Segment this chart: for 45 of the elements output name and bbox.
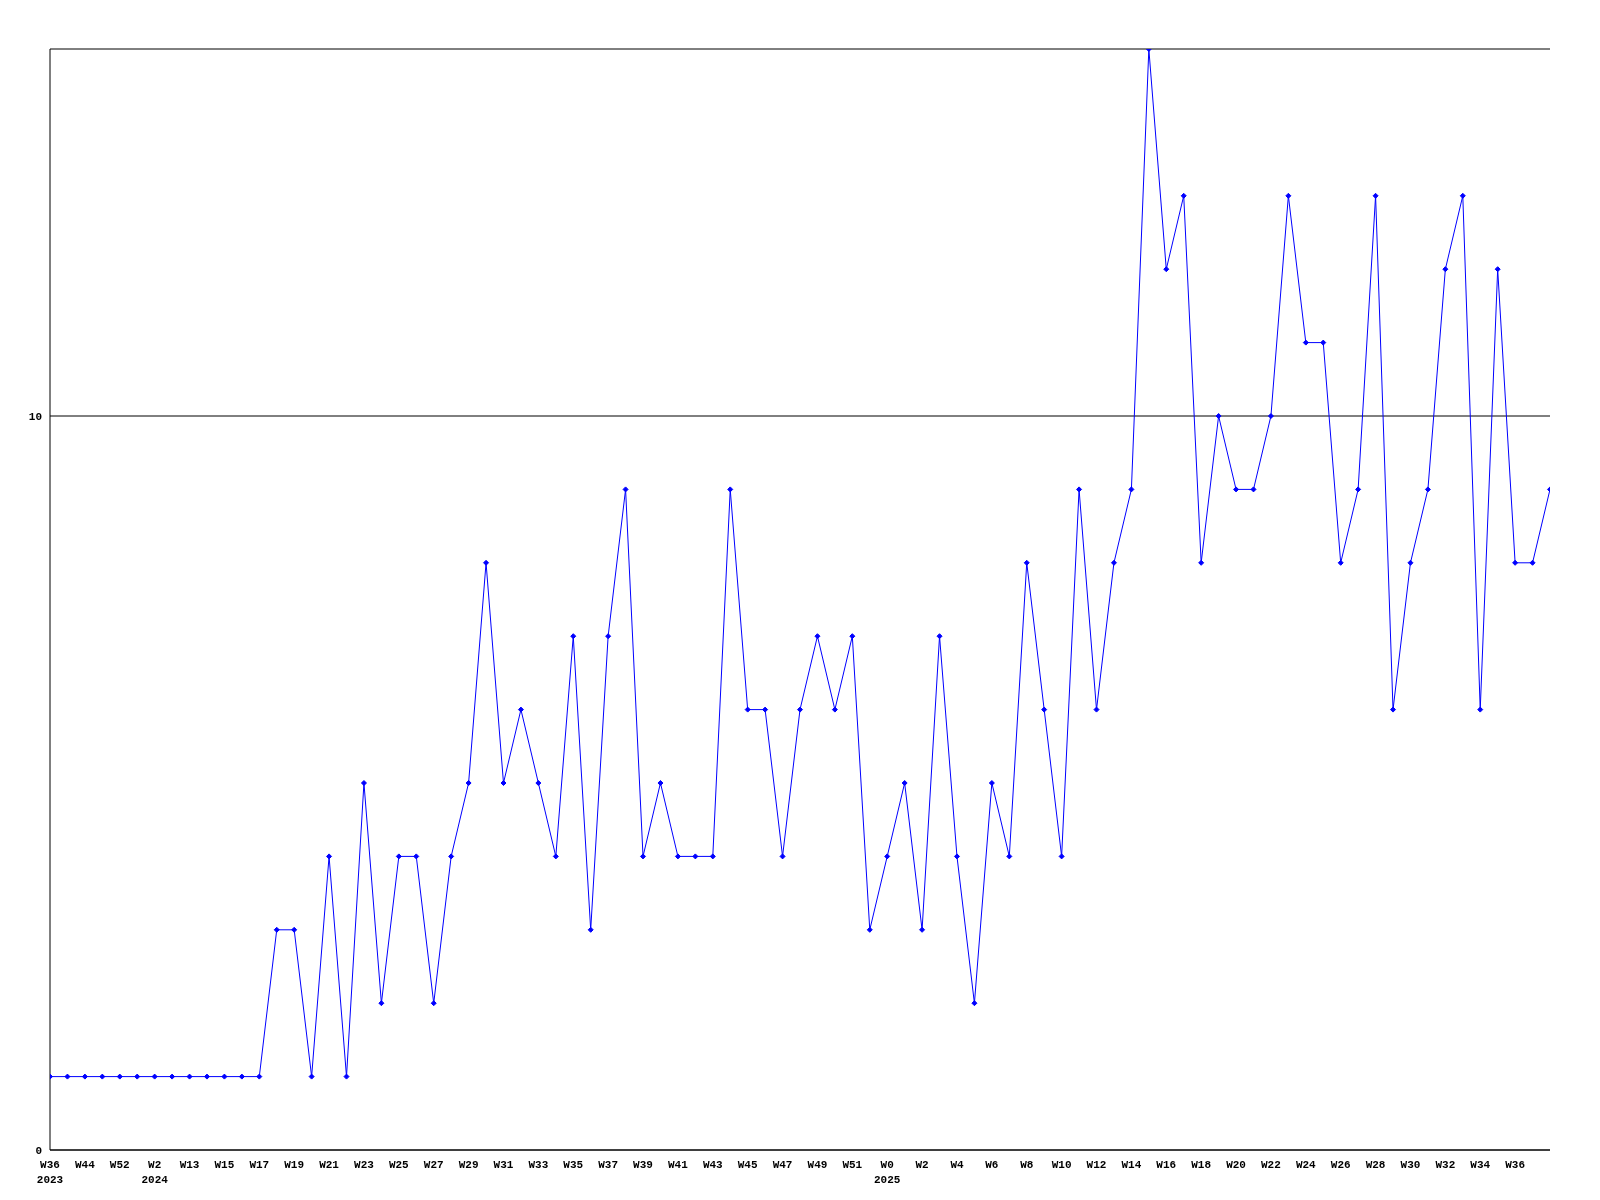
x-tick-label: W6: [985, 1159, 999, 1171]
x-tick-label: W52: [109, 1159, 130, 1171]
x-tick-label: W47: [772, 1159, 793, 1171]
x-tick-label: W0 2025: [874, 1159, 901, 1186]
x-tick-label: W30: [1400, 1159, 1421, 1171]
x-tick-label: W36 2023: [36, 1159, 64, 1186]
x-tick-label: W29: [458, 1159, 479, 1171]
x-tick-label: W41: [668, 1159, 689, 1171]
x-tick-label: W43: [702, 1159, 724, 1171]
x-tick-label: W13: [179, 1159, 200, 1171]
x-tick-label: W8: [1020, 1159, 1034, 1171]
x-tick-label: W33: [528, 1159, 549, 1171]
x-tick-label: W39: [633, 1159, 653, 1171]
x-tick-label: W18: [1191, 1159, 1212, 1171]
x-tick-label: W22: [1261, 1159, 1281, 1171]
x-tick-label: W51: [842, 1159, 863, 1171]
x-tick-label: W37: [598, 1159, 619, 1171]
x-tick-label: W28: [1365, 1159, 1386, 1171]
x-tick-label: W49: [807, 1159, 828, 1171]
x-tick-label: W10: [1051, 1159, 1072, 1171]
x-tick-label: W2: [915, 1159, 929, 1171]
y-tick-label: 10: [28, 410, 42, 423]
x-tick-label: W2 2024: [141, 1159, 169, 1186]
x-tick-label: W14: [1121, 1159, 1142, 1171]
x-tick-label: W34: [1470, 1159, 1491, 1171]
x-tick-label: W26: [1330, 1159, 1351, 1171]
x-tick-label: W4: [950, 1159, 964, 1171]
y-tick-label: 0: [35, 1144, 42, 1157]
x-tick-label: W17: [249, 1159, 270, 1171]
x-tick-label: W21: [319, 1159, 340, 1171]
x-tick-label: W36: [1505, 1159, 1526, 1171]
x-tick-label: W19: [284, 1159, 305, 1171]
x-tick-label: W16: [1156, 1159, 1177, 1171]
x-tick-label: W23: [354, 1159, 375, 1171]
x-tick-label: W31: [493, 1159, 514, 1171]
x-tick-label: W15: [214, 1159, 235, 1171]
x-tick-label: W45: [737, 1159, 758, 1171]
x-tick-label: W20: [1226, 1159, 1246, 1171]
x-tick-label: W27: [423, 1159, 444, 1171]
x-tick-label: W12: [1086, 1159, 1107, 1171]
x-tick-label: W24: [1295, 1159, 1317, 1171]
x-tick-label: W44: [74, 1159, 96, 1171]
x-tick-label: W35: [563, 1159, 584, 1171]
x-tick-label: W32: [1435, 1159, 1456, 1171]
x-tick-label: W25: [388, 1159, 410, 1171]
